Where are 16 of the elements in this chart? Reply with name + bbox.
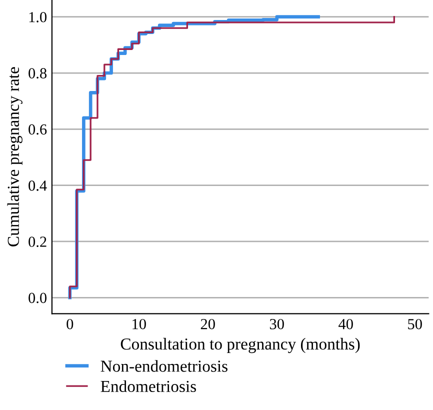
y-tick-label: 0.8 (28, 68, 47, 79)
y-tick-label: 0.6 (28, 124, 47, 135)
x-tick-label: 50 (408, 318, 422, 330)
y-axis-title: Cumulative pregnancy rate (7, 67, 22, 246)
x-tick-label: 10 (132, 318, 146, 330)
y-tick-label: 0.0 (28, 292, 47, 304)
x-tick-label: 20 (200, 318, 215, 330)
y-tick-label: 1.0 (29, 12, 47, 22)
x-axis-title: Consultation to pregnancy (months) (120, 338, 360, 354)
legend-label: Non-endometriosis (100, 360, 228, 372)
y-tick-label: 0.2 (28, 236, 46, 248)
legend-label: Endometriosis (100, 380, 196, 392)
x-tick-label: 30 (270, 318, 284, 330)
x-tick-label: 40 (338, 318, 353, 330)
x-tick-label: 0 (66, 318, 74, 330)
y-tick-label: 0.4 (28, 180, 47, 191)
